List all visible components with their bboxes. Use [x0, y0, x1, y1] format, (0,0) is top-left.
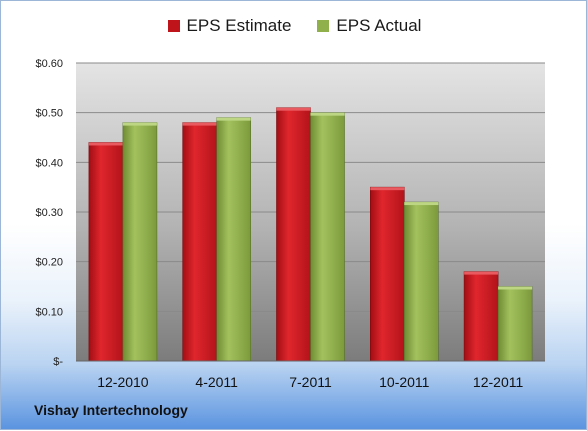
- legend-item-actual: EPS Actual: [317, 16, 421, 36]
- x-category-label: 10-2011: [379, 374, 430, 390]
- y-tick-label: $-: [53, 356, 63, 368]
- bar-eps-estimate: [463, 271, 499, 362]
- bar-eps-estimate: [88, 142, 124, 362]
- y-tick-label: $0.40: [35, 157, 63, 169]
- bar-top-highlight: [122, 122, 157, 126]
- bar-eps-estimate: [276, 107, 311, 362]
- x-category-label: 12-2010: [97, 374, 149, 390]
- x-category-label: 4-2011: [195, 374, 238, 390]
- axes: $0.60 $0.50 $0.40 $0.30 $0.20 $0.10 $- 12-2010 4…: [35, 58, 545, 390]
- bar-eps-actual: [122, 122, 158, 362]
- bar-top-highlight: [276, 107, 311, 111]
- y-tick-label: $0.50: [35, 108, 63, 120]
- legend: EPS Estimate EPS Actual: [1, 16, 587, 36]
- y-tick-label: $0.30: [35, 207, 63, 219]
- bar-top-highlight: [498, 286, 533, 290]
- bar-eps-actual: [403, 201, 439, 362]
- legend-swatch-actual: [317, 20, 330, 32]
- bar-eps-actual: [216, 117, 251, 362]
- bar-top-highlight: [310, 112, 345, 116]
- bar-top-highlight: [182, 122, 217, 126]
- bar-top-highlight: [404, 202, 439, 206]
- bar-top-highlight: [216, 117, 251, 121]
- bar-eps-actual: [497, 286, 533, 362]
- y-tick-label: $0.60: [35, 58, 63, 70]
- bar-eps-estimate: [369, 186, 405, 362]
- bars: [88, 107, 533, 362]
- bar-top-highlight: [370, 187, 405, 191]
- bar-eps-estimate: [182, 122, 217, 362]
- company-name: Vishay Intertechnology: [34, 402, 188, 418]
- legend-item-estimate: EPS Estimate: [167, 16, 292, 36]
- bar-eps-actual: [310, 112, 345, 362]
- x-category-label: 7-2011: [289, 374, 332, 390]
- bar-top-highlight: [88, 142, 123, 146]
- legend-label-estimate: EPS Estimate: [186, 16, 292, 35]
- legend-swatch-estimate: [167, 20, 180, 32]
- x-category-label: 12-2011: [473, 374, 524, 390]
- legend-label-actual: EPS Actual: [336, 16, 422, 35]
- bar-top-highlight: [464, 271, 499, 275]
- y-tick-label: $0.10: [35, 306, 63, 318]
- y-tick-label: $0.20: [35, 257, 63, 269]
